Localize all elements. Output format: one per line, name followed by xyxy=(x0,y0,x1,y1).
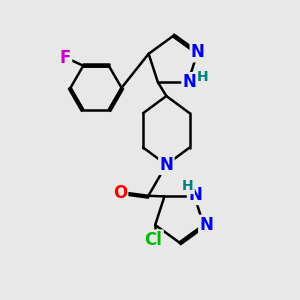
Text: N: N xyxy=(188,186,202,204)
Text: H: H xyxy=(182,179,194,193)
Text: N: N xyxy=(200,216,213,234)
Text: N: N xyxy=(183,73,196,91)
Text: O: O xyxy=(113,184,127,202)
Text: F: F xyxy=(60,49,71,67)
Text: N: N xyxy=(191,43,205,61)
Text: H: H xyxy=(197,70,208,84)
Text: N: N xyxy=(159,156,173,174)
Text: Cl: Cl xyxy=(145,231,163,249)
